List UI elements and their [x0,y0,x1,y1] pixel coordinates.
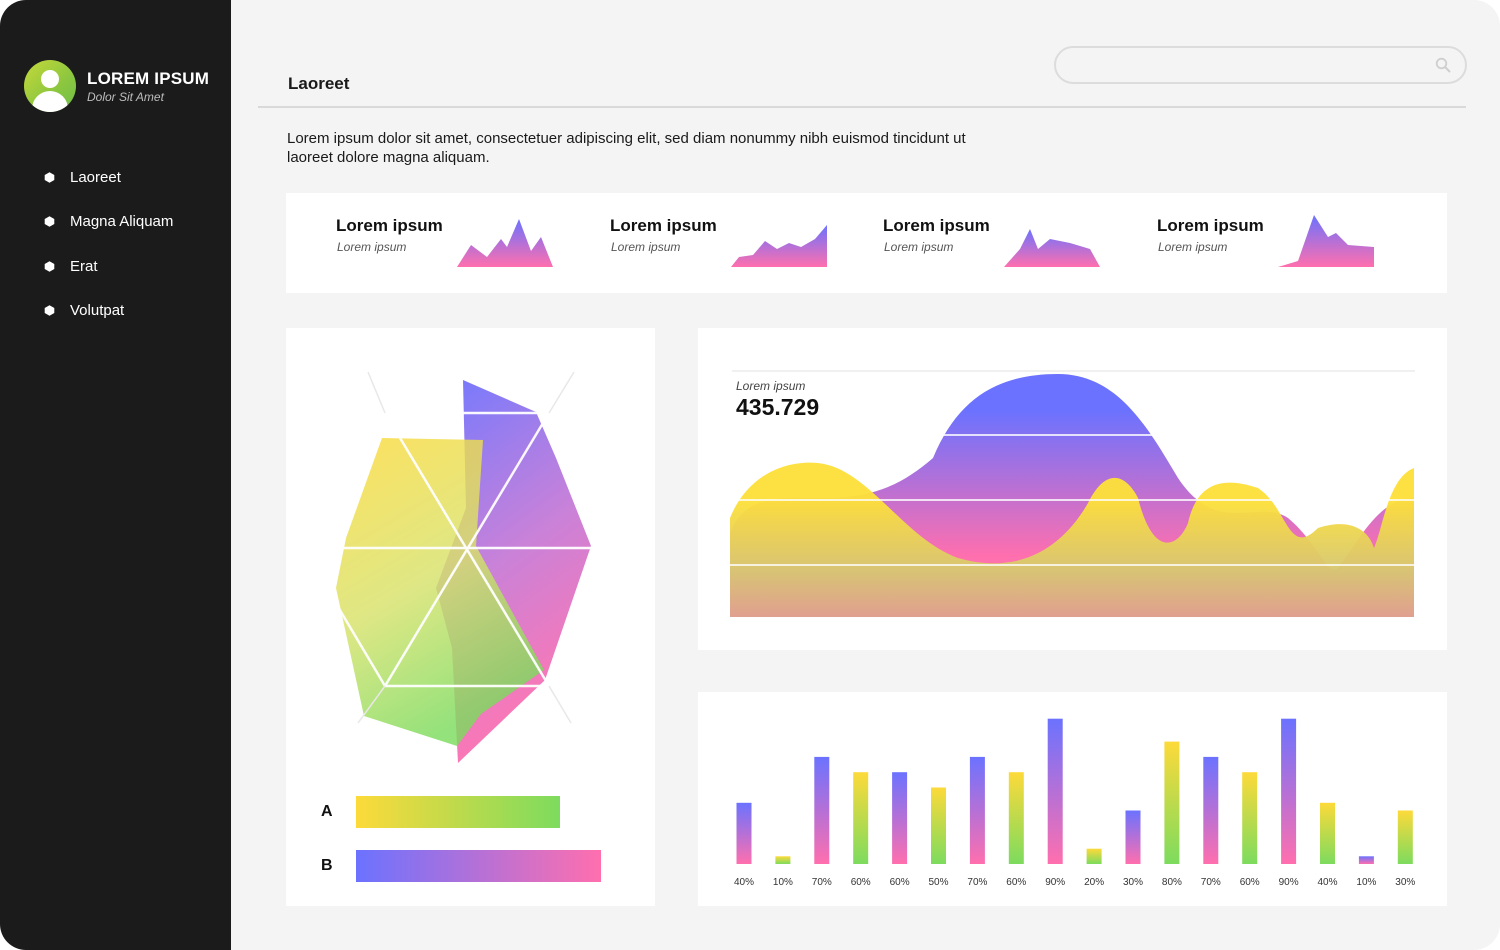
bar-9[interactable] [1086,848,1102,864]
page-title: Laoreet [288,74,350,93]
bar-tick-label-11: 80% [1162,877,1182,888]
bar-14[interactable] [1281,718,1297,864]
profile-name: LOREM IPSUM [87,68,210,88]
bar-12[interactable] [1203,756,1219,864]
legend-label-b: B [321,857,333,874]
legend-bar-b [356,850,601,882]
search-icon[interactable] [1435,57,1451,73]
radar-series-a[interactable] [336,438,544,746]
bar-tick-label-12: 70% [1201,877,1221,888]
intro-text: Lorem ipsum dolor sit amet, consectetuer… [287,130,966,166]
stat-sparkline [457,219,553,267]
bar-tick-label-13: 60% [1240,877,1260,888]
search-input[interactable] [1070,54,1420,76]
bar-15[interactable] [1320,802,1335,864]
sidebar-nav: Laoreet Magna Aliquam Erat Volutpat [44,166,173,344]
bar-tick-label-1: 10% [773,877,793,888]
area-chart-card: Lorem ipsum 435.729 [698,328,1447,650]
bar-16[interactable] [1358,856,1374,864]
radar-chart [294,371,646,763]
bar-3[interactable] [853,772,869,864]
area-chart-value: 435.729 [736,394,820,420]
bar-tick-label-16: 10% [1356,877,1376,888]
bar-tick-label-10: 30% [1123,877,1143,888]
sidebar-item-magna-aliquam[interactable]: Magna Aliquam [44,211,173,233]
hexagon-bullet-icon [44,216,55,227]
avatar [24,60,76,112]
sidebar-item-erat[interactable]: Erat [44,255,173,277]
bar-tick-label-3: 60% [851,877,871,888]
bar-tick-label-8: 90% [1045,877,1065,888]
sidebar: LOREM IPSUM Dolor Sit Amet Laoreet Magna… [0,0,231,950]
bar-chart: 40% 10% 70% 60% 60% 50% 70% 60% 90% 20% 30% 80% 70% 6… [734,718,1415,888]
hexagon-bullet-icon [44,260,55,272]
stat-title: Lorem ipsum [883,216,990,235]
stat-item[interactable]: Lorem ipsum Lorem ipsum [336,215,596,275]
bar-tick-label-0: 40% [734,877,754,888]
bar-tick-label-7: 60% [1006,877,1026,888]
bar-5[interactable] [931,787,946,865]
sidebar-item-label: Volutpat [70,302,125,319]
stat-title: Lorem ipsum [1157,216,1264,235]
header-divider [258,106,1466,108]
bar-tick-label-5: 50% [928,877,948,888]
sidebar-item-laoreet[interactable]: Laoreet [44,166,173,188]
area-series-front[interactable] [730,462,1414,617]
legend-label-a: A [321,803,333,820]
avatar-shoulders [32,91,68,112]
bar-tick-label-6: 70% [967,877,987,888]
stat-item[interactable]: Lorem ipsum Lorem ipsum [1157,215,1417,275]
bar-tick-label-17: 30% [1395,877,1415,888]
stats-card: Lorem ipsum Lorem ipsum Lorem ipsum Lore… [286,193,1447,293]
stat-sparkline [1278,215,1374,267]
legend-row-a: A [321,796,560,828]
sidebar-item-label: Erat [70,257,98,275]
bar-tick-label-14: 90% [1279,877,1299,888]
stat-item[interactable]: Lorem ipsum Lorem ipsum [883,215,1143,275]
sidebar-item-label: Magna Aliquam [70,213,174,230]
hexagon-bullet-icon [44,305,55,316]
stat-title: Lorem ipsum [610,216,717,235]
bar-chart-card: 40% 10% 70% 60% 60% 50% 70% 60% 90% 20% 30% 80% 70% 6… [698,692,1447,906]
bar-tick-label-4: 60% [890,877,910,888]
sidebar-item-volutpat[interactable]: Volutpat [44,300,173,322]
bar-tick-label-9: 20% [1084,877,1104,888]
bar-1[interactable] [775,856,791,864]
profile-text: LOREM IPSUM Dolor Sit Amet [87,69,209,104]
stat-subtitle: Lorem ipsum [884,240,954,254]
hexagon-bullet-icon [44,171,55,183]
bar-17[interactable] [1397,810,1413,865]
legend-bar-a [356,796,560,828]
user-profile[interactable]: LOREM IPSUM Dolor Sit Amet [24,60,209,112]
sidebar-item-label: Laoreet [70,168,121,186]
stat-title: Lorem ipsum [336,216,443,235]
area-chart [730,370,1415,617]
bar-tick-label-15: 40% [1317,877,1337,888]
stat-sparkline [731,225,827,267]
stat-subtitle: Lorem ipsum [1158,240,1228,254]
bar-6[interactable] [969,756,985,864]
profile-subtitle: Dolor Sit Amet [87,89,164,104]
bar-tick-label-2: 70% [812,877,832,888]
area-chart-label: Lorem ipsum [736,379,806,393]
avatar-user-icon [41,70,59,88]
bar-10[interactable] [1125,810,1141,865]
legend-row-b: B [321,850,601,882]
bar-4[interactable] [892,772,908,864]
bar-11[interactable] [1164,741,1180,864]
stat-subtitle: Lorem ipsum [337,240,407,254]
search-bar [1054,46,1467,84]
radar-chart-card: A B [286,328,655,906]
bar-7[interactable] [1008,772,1024,864]
stat-item[interactable]: Lorem ipsum Lorem ipsum [610,215,870,275]
stat-sparkline [1004,229,1100,267]
stat-subtitle: Lorem ipsum [611,240,681,254]
bar-2[interactable] [814,756,830,864]
bar-13[interactable] [1242,772,1258,864]
bar-0[interactable] [736,802,752,864]
bar-8[interactable] [1047,718,1063,864]
